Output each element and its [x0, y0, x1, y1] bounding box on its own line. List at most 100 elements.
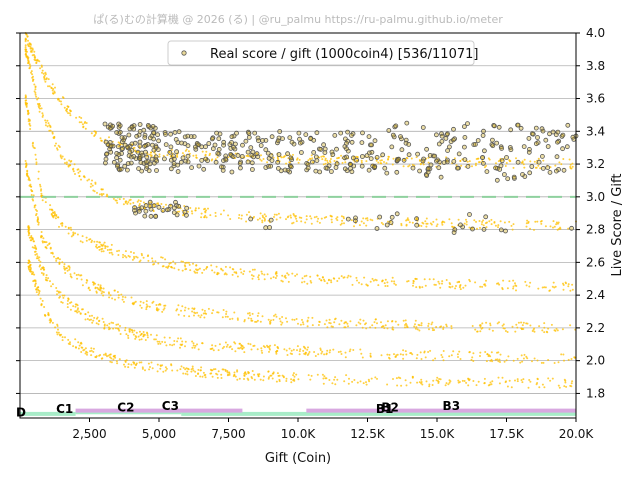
background-point [365, 283, 368, 286]
real-point [565, 122, 571, 128]
background-point [310, 222, 313, 225]
background-point [336, 216, 339, 219]
background-point [154, 338, 157, 341]
background-point [471, 165, 473, 168]
background-point [139, 300, 142, 303]
real-point [103, 139, 109, 145]
background-point [93, 240, 96, 243]
background-point [118, 145, 121, 148]
real-point [245, 159, 251, 165]
background-point [388, 356, 390, 359]
background-point [482, 224, 485, 227]
background-point [127, 201, 130, 204]
background-point [304, 352, 307, 354]
background-point [70, 228, 73, 231]
background-point [61, 339, 64, 342]
real-point [115, 144, 121, 150]
background-point [257, 312, 260, 315]
real-point [189, 165, 195, 171]
background-point [454, 287, 457, 290]
background-point [181, 152, 184, 155]
background-point [42, 237, 45, 240]
background-point [24, 103, 27, 106]
background-point [121, 298, 124, 301]
background-point [86, 353, 88, 356]
background-point [357, 321, 360, 324]
background-point [89, 238, 92, 241]
background-point [244, 371, 247, 374]
background-point [24, 160, 27, 162]
real-point [163, 142, 169, 148]
real-point [483, 214, 489, 220]
background-point [46, 119, 49, 122]
background-point [525, 222, 528, 225]
background-point [45, 274, 48, 277]
background-point [49, 208, 51, 211]
background-point [304, 221, 307, 224]
background-point [27, 225, 30, 228]
background-point [283, 275, 286, 278]
background-point [344, 351, 347, 354]
background-point [40, 235, 43, 238]
background-point [130, 251, 132, 253]
background-point [228, 371, 231, 374]
background-point [157, 303, 160, 306]
real-point [491, 123, 497, 129]
band-label-b2: B2 [381, 400, 399, 414]
background-point [187, 368, 190, 371]
real-point [126, 132, 132, 138]
background-point [51, 321, 54, 324]
background-point [134, 300, 137, 303]
real-point [199, 157, 205, 163]
background-point [384, 278, 387, 281]
background-point [42, 266, 45, 269]
background-point [140, 338, 143, 341]
background-point [571, 288, 574, 291]
background-point [205, 150, 208, 153]
background-point [37, 289, 40, 292]
background-point [94, 356, 97, 358]
background-point [142, 256, 145, 259]
background-point [233, 271, 236, 274]
real-point [410, 165, 416, 171]
real-point [249, 160, 255, 166]
background-point [132, 361, 135, 364]
background-point [131, 258, 134, 261]
background-point [248, 312, 251, 314]
background-point [167, 265, 170, 268]
background-point [567, 358, 570, 361]
background-point [106, 355, 108, 358]
real-point [388, 220, 394, 225]
background-point [156, 340, 159, 343]
background-point [125, 200, 128, 203]
real-point [196, 163, 202, 169]
background-point [151, 367, 154, 370]
real-point [167, 149, 173, 155]
background-point [182, 366, 185, 369]
background-point [541, 286, 544, 289]
background-point [529, 380, 532, 383]
background-point [95, 322, 98, 325]
background-point [515, 285, 518, 287]
background-point [114, 298, 116, 301]
background-point [525, 355, 528, 358]
background-point [427, 322, 430, 325]
background-point [42, 268, 45, 271]
background-point [459, 288, 462, 291]
background-point [236, 317, 239, 320]
background-point [481, 285, 484, 288]
legend-label: Real score / gift (1000coin4) [536/11071… [210, 47, 478, 62]
background-point [84, 313, 87, 316]
background-point [177, 304, 180, 307]
background-point [301, 281, 303, 284]
background-point [142, 201, 145, 204]
background-point [67, 226, 70, 229]
background-point [259, 212, 262, 215]
background-point [225, 345, 228, 348]
background-point [243, 378, 245, 380]
background-point [186, 373, 189, 376]
background-point [425, 380, 428, 383]
background-point [77, 171, 80, 174]
background-point [194, 370, 197, 373]
background-point [41, 299, 44, 302]
